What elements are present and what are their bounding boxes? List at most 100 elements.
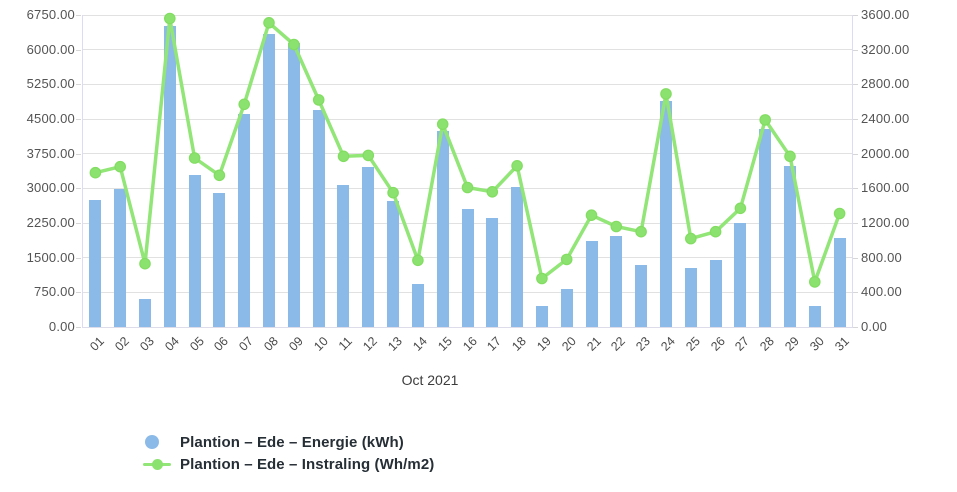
left-axis-tick <box>76 119 81 120</box>
left-axis-tick <box>76 15 81 16</box>
bar-day-23[interactable] <box>635 265 648 327</box>
bar-day-08[interactable] <box>263 33 276 327</box>
bar-day-09[interactable] <box>287 43 300 327</box>
bar-day-10[interactable] <box>312 110 325 327</box>
line-point-day-27[interactable] <box>734 202 747 215</box>
bar-day-25[interactable] <box>684 268 697 327</box>
x-label-day-14: 14 <box>410 334 430 354</box>
line-point-day-19[interactable] <box>536 272 548 285</box>
line-point-day-22[interactable] <box>610 220 623 233</box>
x-label-day-26: 26 <box>707 334 728 354</box>
line-point-day-15[interactable] <box>436 118 449 130</box>
legend-item-energie[interactable]: Plantion – Ede – Energie (kWh) <box>143 431 434 453</box>
bar-day-07[interactable] <box>238 114 251 327</box>
right-axis-tick <box>853 15 858 16</box>
x-label-day-13: 13 <box>385 334 405 354</box>
line-point-day-08[interactable] <box>263 17 275 29</box>
line-point-day-03[interactable] <box>139 257 151 270</box>
right-axis-tick-label: 2800.00 <box>861 76 910 92</box>
line-point-day-16[interactable] <box>461 181 474 194</box>
line-point-day-29[interactable] <box>784 150 796 163</box>
line-point-day-04[interactable] <box>164 12 176 25</box>
line-point-day-11[interactable] <box>337 150 350 163</box>
x-label-day-02: 02 <box>112 334 133 354</box>
bar-day-13[interactable] <box>387 201 400 327</box>
bar-day-29[interactable] <box>783 166 796 327</box>
line-point-day-10[interactable] <box>312 94 325 106</box>
bar-day-22[interactable] <box>610 236 623 327</box>
bar-day-31[interactable] <box>833 237 846 327</box>
line-point-day-24[interactable] <box>660 88 672 100</box>
right-axis-tick-label: 1200.00 <box>861 215 910 230</box>
line-point-day-17[interactable] <box>486 186 499 198</box>
bar-day-01[interactable] <box>89 199 102 327</box>
left-axis-tick <box>76 223 81 224</box>
line-point-day-02[interactable] <box>114 160 126 173</box>
bar-day-11[interactable] <box>337 184 350 327</box>
bar-day-18[interactable] <box>511 186 524 327</box>
x-label-day-20: 20 <box>558 334 579 354</box>
bar-day-16[interactable] <box>461 209 474 327</box>
line-point-day-13[interactable] <box>387 186 399 199</box>
x-label-day-22: 22 <box>608 334 629 354</box>
bar-day-27[interactable] <box>734 223 747 327</box>
bar-day-02[interactable] <box>114 189 127 327</box>
right-axis-tick-label: 1600.00 <box>861 180 910 196</box>
x-label-day-21: 21 <box>583 334 604 354</box>
gridline <box>83 49 852 51</box>
legend-item-instraling[interactable]: Plantion – Ede – Instraling (Wh/m2) <box>143 453 434 475</box>
line-point-day-20[interactable] <box>560 253 573 266</box>
bar-day-21[interactable] <box>585 240 598 327</box>
bar-day-05[interactable] <box>188 174 201 327</box>
left-axis-tick-label: 750.00 <box>34 284 75 300</box>
bar-day-30[interactable] <box>808 306 821 327</box>
line-point-day-31[interactable] <box>833 207 846 220</box>
x-label-day-01: 01 <box>87 334 108 354</box>
left-axis-tick-label: 2250.00 <box>26 215 75 230</box>
bar-day-26[interactable] <box>709 260 722 327</box>
bar-day-20[interactable] <box>560 288 573 327</box>
x-label-day-07: 07 <box>236 334 257 354</box>
right-axis-tick <box>853 49 858 51</box>
x-label-day-30: 30 <box>806 334 827 354</box>
line-point-day-23[interactable] <box>635 225 647 238</box>
line-point-day-01[interactable] <box>89 166 102 179</box>
right-axis-tick-label: 3600.00 <box>861 7 910 22</box>
bar-series-swatch-icon <box>145 435 159 449</box>
line-series-dot-icon <box>151 458 163 470</box>
x-label-day-12: 12 <box>360 334 381 354</box>
line-point-day-09[interactable] <box>288 38 300 51</box>
line-point-day-30[interactable] <box>808 276 821 288</box>
x-label-day-10: 10 <box>310 334 331 354</box>
line-point-day-12[interactable] <box>362 149 375 162</box>
line-point-day-21[interactable] <box>585 209 598 221</box>
left-axis-tick <box>76 153 81 155</box>
bar-day-15[interactable] <box>436 130 449 327</box>
left-axis-tick <box>76 49 81 51</box>
bar-day-28[interactable] <box>759 128 772 327</box>
bar-day-03[interactable] <box>139 299 152 327</box>
legend-marker-line-series <box>143 457 173 471</box>
bar-day-06[interactable] <box>213 192 226 327</box>
line-point-day-06[interactable] <box>213 169 226 182</box>
bar-day-19[interactable] <box>535 306 548 327</box>
left-axis-tick-label: 4500.00 <box>26 111 75 126</box>
bar-day-17[interactable] <box>486 218 499 327</box>
line-point-day-26[interactable] <box>709 225 722 238</box>
bar-day-04[interactable] <box>163 25 176 327</box>
line-point-day-18[interactable] <box>511 160 523 172</box>
line-point-day-07[interactable] <box>238 98 250 111</box>
x-label-day-15: 15 <box>434 334 455 354</box>
right-axis-tick <box>853 188 858 190</box>
bar-day-24[interactable] <box>659 100 672 327</box>
bar-day-12[interactable] <box>362 167 375 327</box>
line-point-day-14[interactable] <box>412 254 424 267</box>
right-axis-tick <box>853 292 858 294</box>
line-point-day-05[interactable] <box>188 152 201 164</box>
line-point-day-28[interactable] <box>759 114 771 126</box>
x-label-day-29: 29 <box>782 334 802 354</box>
right-axis-tick <box>853 257 858 259</box>
bar-day-14[interactable] <box>411 284 424 327</box>
line-point-day-25[interactable] <box>684 232 697 245</box>
x-label-day-27: 27 <box>732 334 753 354</box>
